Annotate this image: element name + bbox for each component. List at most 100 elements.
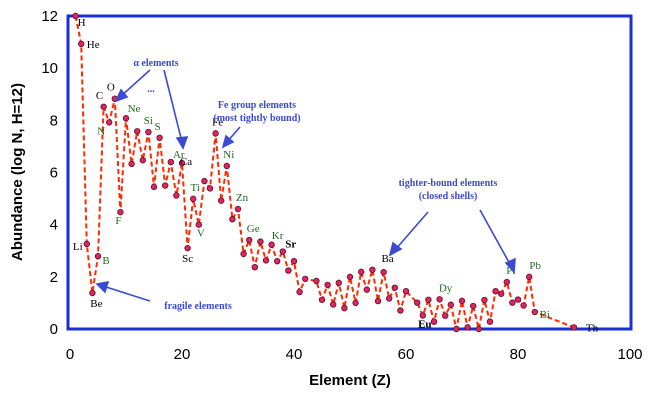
element-label: Ti [191,182,200,194]
data-point [189,195,197,203]
data-point [386,295,393,302]
data-point [167,158,174,166]
data-point [498,290,505,297]
data-point [531,308,538,316]
element-label: Ar [173,149,185,161]
element-label: V [197,228,205,240]
element-label: Pb [529,260,541,272]
data-point [234,205,242,213]
data-point [268,241,275,248]
element-label: N [97,125,105,137]
element-label: H [78,17,86,29]
alpha-arrow-1 [119,69,151,98]
tighter-arrow-1 [394,211,429,251]
data-point [139,157,146,164]
data-point [318,296,326,303]
data-point [374,297,382,305]
element-label: Dy [439,282,453,294]
data-point [363,286,370,293]
data-point [212,130,219,137]
data-point [83,240,90,248]
data-point [229,215,236,223]
data-point [391,284,398,291]
data-point [520,302,527,309]
element-label: Kr [272,230,284,242]
element-label: B [102,255,109,267]
tighter-bound-label: tighter-bound elements [399,178,498,189]
alpha-arrow-1-head [114,88,129,103]
y-tick-label: 6 [50,165,58,182]
element-label: Sc [182,253,193,265]
data-point [458,297,466,305]
annotation-arrows [95,69,516,302]
data-point [122,115,130,122]
data-point [279,248,286,255]
data-point [201,177,208,185]
element-label: Si [144,115,153,127]
data-point [509,299,516,306]
data-point [526,273,533,281]
y-tick-label: 0 [50,321,58,338]
x-axis-title: Element (Z) [309,372,391,389]
y-tick-label: 8 [50,112,58,129]
data-point [184,244,191,252]
element-label: Sr [285,239,296,251]
data-point [133,128,141,135]
data-point [128,160,135,168]
tighter-bound-sublabel: (closed shells) [419,191,478,202]
x-tick-label: 20 [174,346,191,363]
data-point [313,277,320,285]
y-tick-label: 12 [41,8,58,25]
element-label: Ne [128,103,141,115]
fe-arrow-head [221,134,235,149]
tighter-arrow-2 [479,209,512,267]
data-point [161,182,169,189]
data-point [217,197,225,204]
element-label: Th [586,322,599,334]
y-tick-label: 2 [50,269,58,286]
data-point [100,103,107,110]
data-point [206,185,214,192]
alpha-ellipsis: ... [147,84,155,95]
data-point [156,134,163,142]
element-label: S [155,121,161,133]
data-point [150,183,158,191]
data-point [296,288,303,296]
tighter-arrow-2-head [504,257,516,274]
element-label: Li [73,241,83,253]
data-point [492,287,499,295]
tighter-arrow-1-head [388,241,403,257]
data-point [89,289,96,297]
data-point [223,162,230,170]
data-point [453,325,460,333]
data-point [195,221,202,228]
data-point [285,267,292,274]
data-point [117,208,124,216]
element-label: Ni [223,149,234,161]
fe-group-label: Fe group elements [218,100,296,111]
data-point [324,281,331,289]
x-tick-label: 60 [398,346,415,363]
data-point [178,159,186,167]
data-point [481,296,488,304]
data-point [105,119,113,126]
x-tick-label: 40 [286,346,303,363]
data-point [257,238,264,245]
element-label: Ba [381,253,393,265]
x-tick-label: 100 [617,346,642,363]
data-point [442,312,449,319]
y-tick-label: 10 [41,60,58,77]
alpha-arrow-2-head [175,136,189,150]
data-point [94,253,102,260]
fe-group-sublabel: (most tightly bound) [213,113,300,124]
element-label: C [96,90,103,102]
data-point [570,324,578,331]
element-label: Fe [212,116,223,128]
series-markers [72,12,578,333]
data-point [290,257,298,265]
data-point [302,275,309,283]
data-point [402,287,410,295]
data-point [425,296,432,303]
